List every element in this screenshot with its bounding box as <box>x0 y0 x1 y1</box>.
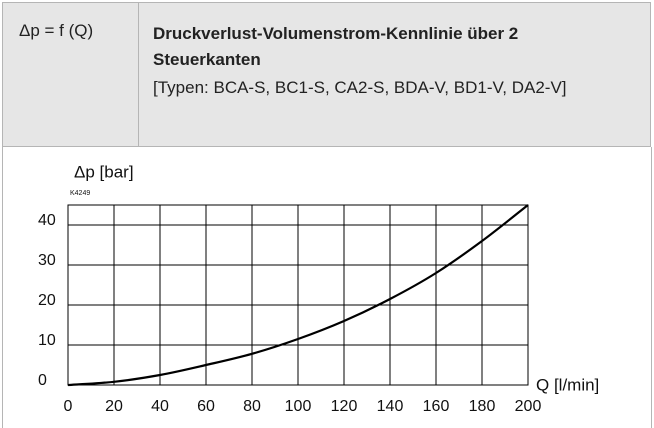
y-tick-label: 10 <box>38 332 56 349</box>
y-tick-label: 40 <box>38 212 56 229</box>
x-tick-label: 200 <box>515 398 542 415</box>
types: [Typen: BCA-S, BC1-S, CA2-S, BDA-V, BD1-… <box>153 78 567 97</box>
x-tick-label: 60 <box>197 398 215 415</box>
x-tick-label: 100 <box>285 398 312 415</box>
separator <box>138 3 139 146</box>
x-axis-label: Q [l/min] <box>536 375 599 394</box>
x-tick-label: 40 <box>151 398 169 415</box>
x-tick-label: 120 <box>331 398 358 415</box>
x-tick-label: 80 <box>243 398 261 415</box>
y-tick-label: 30 <box>38 252 56 269</box>
x-tick-label: 20 <box>105 398 123 415</box>
x-tick-label: 180 <box>469 398 496 415</box>
y-axis-label: Δp [bar] <box>74 162 134 181</box>
x-tick-label: 140 <box>377 398 404 415</box>
header: Δp = f (Q) Druckverlust-Volumenstrom-Ken… <box>2 2 651 147</box>
annotation: K4249 <box>70 190 90 197</box>
x-tick-label: 0 <box>64 398 73 415</box>
y-tick-label: 20 <box>38 292 56 309</box>
x-tick-label: 160 <box>423 398 450 415</box>
title: Druckverlust-Volumenstrom-Kennlinie über… <box>153 24 519 69</box>
curve <box>67 204 529 387</box>
y-tick-label: 0 <box>38 372 47 389</box>
formula: Δp = f (Q) <box>19 21 94 40</box>
